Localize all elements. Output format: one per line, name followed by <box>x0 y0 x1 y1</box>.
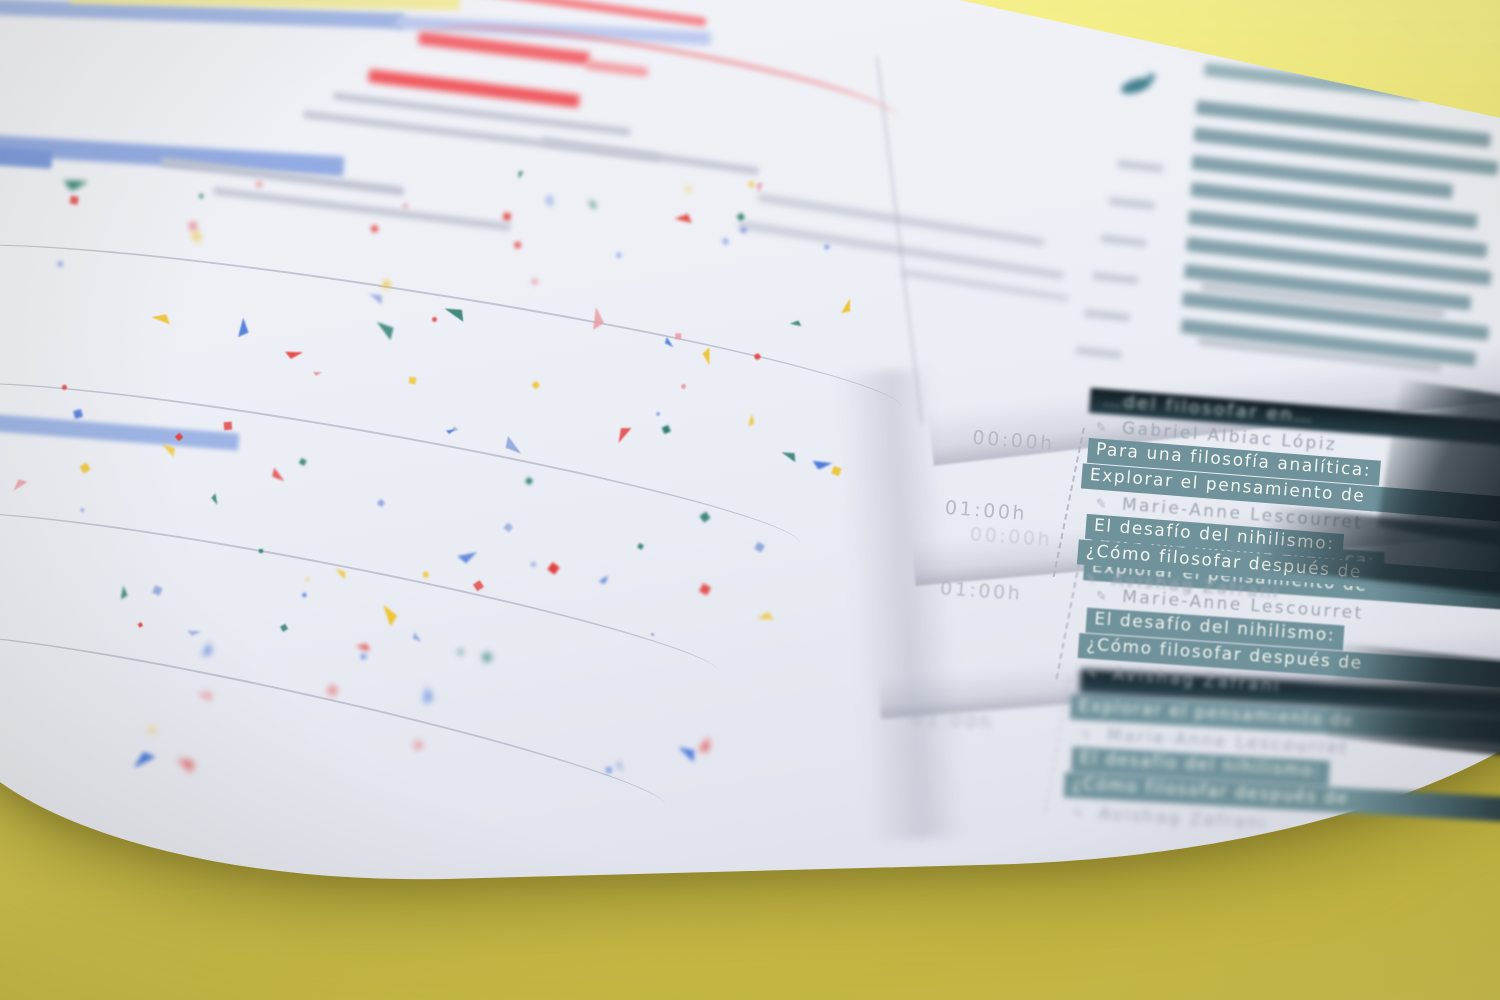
blue-highlight-bar-cap <box>0 147 53 169</box>
toc-time-mark <box>1108 196 1156 211</box>
time-label: 00:00h <box>971 426 1056 456</box>
highlight-continuation <box>1354 788 1500 825</box>
time-label: 01:00h <box>944 496 1028 526</box>
pencil-icon: ✎ <box>1072 806 1087 823</box>
pencil-icon: ✎ <box>1085 666 1101 683</box>
toc-time-mark <box>1100 234 1147 248</box>
pencil-icon: ✎ <box>1095 420 1110 437</box>
speaker-name: ✎ Avishag Zafrani <box>1072 804 1268 834</box>
toc-time-mark <box>1083 308 1131 323</box>
pencil-icon: ✎ <box>1095 496 1110 513</box>
toc-time-mark <box>1092 271 1139 285</box>
page-curl-shadow <box>1325 642 1500 757</box>
pencil-icon: ✎ <box>1085 572 1100 589</box>
time-label: 01:00h <box>911 707 995 735</box>
toc-time-mark <box>1116 159 1164 173</box>
pencil-icon: ✎ <box>1080 728 1095 744</box>
toc-time-mark <box>1075 346 1123 360</box>
event-logo-dot-icon <box>1146 72 1156 82</box>
